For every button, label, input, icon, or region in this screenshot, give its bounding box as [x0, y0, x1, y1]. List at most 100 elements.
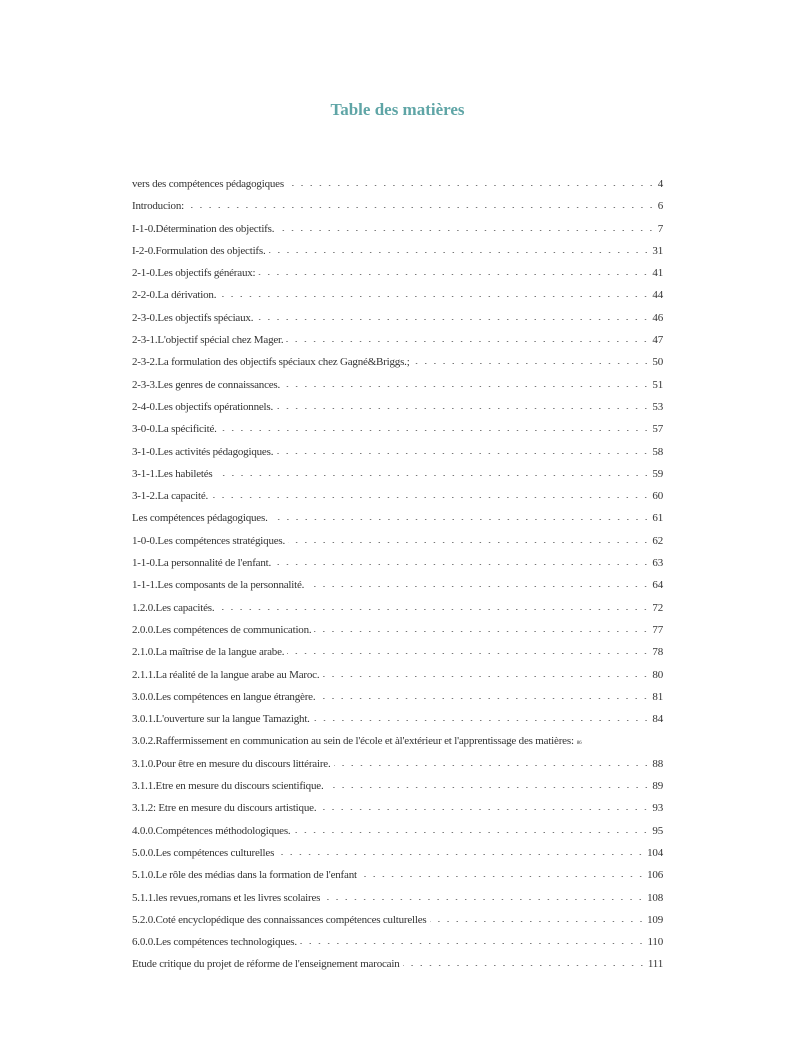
toc-entry[interactable]: 2.0.0.Les compétences de communication. 7… [132, 624, 663, 646]
dot-leader [211, 497, 651, 499]
toc-entry-title: 3-1-2.La capacité. [132, 490, 209, 503]
dot-leader [219, 296, 651, 298]
toc-entry-page: 59 [652, 467, 663, 480]
toc-entry-title: 1-0-0.Les compétences stratégiques. [132, 534, 286, 547]
toc-entry[interactable]: 6.0.0.Les compétences technologiques. 110 [132, 936, 663, 958]
dot-leader [286, 341, 651, 343]
dot-leader [277, 229, 656, 231]
toc-entry-page: 108 [647, 891, 663, 904]
toc-entry-page: 95 [652, 824, 663, 837]
dot-leader [287, 653, 651, 655]
toc-entry[interactable]: 2-3-2.La formulation des objectifs spéci… [132, 356, 663, 378]
toc-entry-title: I-2-0.Formulation des objectifs. [132, 244, 266, 257]
toc-entry-page: 72 [652, 601, 663, 614]
dot-leader [333, 764, 651, 766]
toc-entry[interactable]: 5.0.0.Les compétences culturelles 104 [132, 847, 663, 869]
toc-entry-title: 3.1.1.Etre en mesure du discours scienti… [132, 780, 324, 793]
toc-entry-page: 80 [652, 668, 663, 681]
toc-entry-page: 44 [652, 289, 663, 302]
dot-leader [274, 564, 651, 566]
toc-entry[interactable]: 3-1-0.Les activités pédagogiques. 58 [132, 446, 663, 468]
toc-entry-title: 2.1.0.La maîtrise de la langue arabe. [132, 646, 285, 659]
toc-entry[interactable]: I-2-0.Formulation des objectifs. 31 [132, 245, 663, 267]
toc-entry[interactable]: 5.2.0.Coté encyclopédique des connaissan… [132, 914, 663, 936]
toc-entry-page: 77 [652, 623, 663, 636]
toc-entry-page: 84 [652, 713, 663, 726]
dot-leader [402, 965, 646, 967]
toc-entry-page: 88 [652, 757, 663, 770]
toc-entry[interactable]: 3.0.2.Raffermissement en communication a… [132, 735, 663, 757]
toc-entry[interactable]: 1-1-0.La personnalité de l'enfant. 63 [132, 557, 663, 579]
toc-entry-title: 5.1.0.Le rôle des médias dans la formati… [132, 869, 357, 882]
toc-entry[interactable]: 2-2-0.La dérivation. 44 [132, 289, 663, 311]
toc-entry[interactable]: 5.1.0.Le rôle des médias dans la formati… [132, 869, 663, 891]
toc-entry[interactable]: 2-3-0.Les objectifs spéciaux. 46 [132, 312, 663, 334]
dot-leader [217, 608, 651, 610]
toc-entry-page: 62 [652, 534, 663, 547]
toc-entry[interactable]: Les compétences pédagogiques. 61 [132, 512, 663, 534]
toc-entry-page: 47 [652, 334, 663, 347]
toc-entry-title: 3-1-0.Les activités pédagogiques. [132, 445, 274, 458]
toc-entry-title: 5.1.1.les revues,romans et les livres sc… [132, 891, 321, 904]
toc-entry-title: 2.1.1.La réalité de la langue arabe au M… [132, 668, 320, 681]
toc-entry-page: 78 [652, 646, 663, 659]
toc-entry-page: 111 [647, 958, 663, 971]
toc-entry-page: 41 [652, 267, 663, 280]
dot-leader [268, 251, 651, 253]
toc-entry-page: 51 [652, 378, 663, 391]
toc-entry[interactable]: 2-3-1.L'objectif spécial chez Mager. 47 [132, 334, 663, 356]
toc-entry-page: 63 [652, 557, 663, 570]
toc-entry-page: 61 [652, 512, 663, 525]
toc-entry[interactable]: vers des compétences pédagogiques 4 [132, 178, 663, 200]
toc-entry-title: 3.1.0.Pour être en mesure du discours li… [132, 757, 331, 770]
toc-entry[interactable]: 4.0.0.Compétences méthodologiques. 95 [132, 825, 663, 847]
toc-entry-title: 3.0.1.L'ouverture sur la langue Tamazigh… [132, 713, 310, 726]
toc-entry[interactable]: 5.1.1.les revues,romans et les livres sc… [132, 892, 663, 914]
toc-entry[interactable]: Etude critique du projet de réforme de l… [132, 958, 663, 980]
toc-entry[interactable]: 3.1.2: Etre en mesure du discours artist… [132, 802, 663, 824]
toc-entry[interactable]: 1-1-1.Les composants de la personnalité.… [132, 579, 663, 601]
toc-entry[interactable]: 2-4-0.Les objectifs opérationnels. 53 [132, 401, 663, 423]
toc-entry-title: 5.0.0.Les compétences culturelles [132, 846, 275, 859]
toc-entry-title: 2-1-0.Les objectifs généraux: [132, 267, 256, 280]
toc-entry-page: 50 [652, 356, 663, 369]
toc-entry[interactable]: 2.1.1.La réalité de la langue arabe au M… [132, 669, 663, 691]
toc-entry-title: 2-3-1.L'objectif spécial chez Mager. [132, 334, 284, 347]
toc-entry[interactable]: 1.2.0.Les capacités. 72 [132, 602, 663, 624]
toc-entry[interactable]: 3.1.1.Etre en mesure du discours scienti… [132, 780, 663, 802]
dot-leader [318, 697, 651, 699]
toc-entry[interactable]: 3-1-1.Les habiletés 59 [132, 468, 663, 490]
toc-entry-page: 104 [647, 846, 663, 859]
toc-entry[interactable]: 2.1.0.La maîtrise de la langue arabe. 78 [132, 646, 663, 668]
toc-entry-title: 6.0.0.Les compétences technologiques. [132, 936, 297, 949]
toc-entry[interactable]: 3.1.0.Pour être en mesure du discours li… [132, 758, 663, 780]
page-title: Table des matières [330, 100, 465, 119]
dot-leader [258, 274, 651, 276]
toc-entry-title: Introducion: [132, 200, 184, 213]
toc-entry[interactable]: 3-0-0.La spécificité. 57 [132, 423, 663, 445]
toc-entry-title: 3.0.0.Les compétences en langue étrangèr… [132, 690, 316, 703]
dot-leader [256, 318, 651, 320]
dot-leader [322, 675, 651, 677]
toc-entry[interactable]: 3.0.1.L'ouverture sur la langue Tamazigh… [132, 713, 663, 735]
toc-entry[interactable]: 3.0.0.Les compétences en langue étrangèr… [132, 691, 663, 713]
toc-entry-title: Etude critique du projet de réforme de l… [132, 958, 400, 971]
toc-entry[interactable]: 2-1-0.Les objectifs généraux: 41 [132, 267, 663, 289]
toc-entry-page: 57 [652, 423, 663, 436]
toc-entry-title: 2-2-0.La dérivation. [132, 289, 217, 302]
toc-entry[interactable]: 2-3-3.Les genres de connaissances. 51 [132, 379, 663, 401]
toc-entry-title: 1-1-0.La personnalité de l'enfant. [132, 557, 272, 570]
dot-leader [286, 185, 656, 186]
dot-leader [288, 541, 651, 543]
toc-entry-title: 1-1-1.Les composants de la personnalité. [132, 579, 305, 592]
toc-entry-title: Les compétences pédagogiques. [132, 512, 268, 525]
toc-entry-title: 3.1.2: Etre en mesure du discours artist… [132, 802, 317, 815]
toc-entry-title: 3-0-0.La spécificité. [132, 423, 217, 436]
toc-entry[interactable]: 1-0-0.Les compétences stratégiques. 62 [132, 535, 663, 557]
toc-entry[interactable]: 3-1-2.La capacité. 60 [132, 490, 663, 512]
toc-entry[interactable]: I-1-0.Détermination des objectifs. 7 [132, 223, 663, 245]
dot-leader [283, 385, 651, 387]
dot-leader [299, 943, 646, 945]
dot-leader [186, 207, 656, 209]
toc-entry[interactable]: Introducion: 6 [132, 200, 663, 222]
